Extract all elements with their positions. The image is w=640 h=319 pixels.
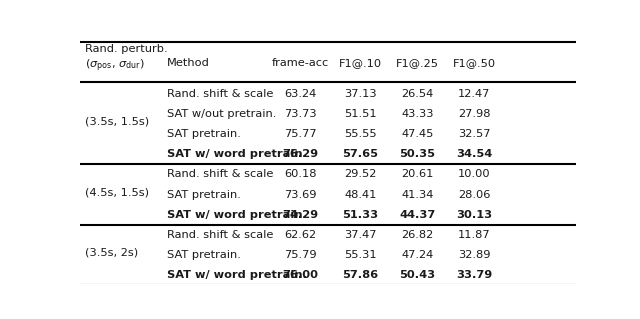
Text: 47.24: 47.24 bbox=[401, 250, 433, 260]
Text: frame-acc: frame-acc bbox=[272, 58, 330, 68]
Text: Rand. shift & scale: Rand. shift & scale bbox=[167, 169, 273, 179]
Text: SAT pretrain.: SAT pretrain. bbox=[167, 129, 241, 139]
Text: 34.54: 34.54 bbox=[456, 149, 492, 159]
Text: 62.62: 62.62 bbox=[285, 230, 317, 240]
Text: Rand. shift & scale: Rand. shift & scale bbox=[167, 89, 273, 99]
Text: 76.29: 76.29 bbox=[283, 149, 319, 159]
Text: Rand. shift & scale: Rand. shift & scale bbox=[167, 230, 273, 240]
Text: 11.87: 11.87 bbox=[458, 230, 491, 240]
Text: 51.51: 51.51 bbox=[344, 109, 376, 119]
Text: SAT pretrain.: SAT pretrain. bbox=[167, 189, 241, 199]
Text: 55.55: 55.55 bbox=[344, 129, 376, 139]
Text: 20.61: 20.61 bbox=[401, 169, 433, 179]
Text: 44.37: 44.37 bbox=[399, 210, 435, 220]
Text: 43.33: 43.33 bbox=[401, 109, 433, 119]
Text: 29.52: 29.52 bbox=[344, 169, 376, 179]
Text: 75.79: 75.79 bbox=[284, 250, 317, 260]
Text: SAT w/ word pretrain.: SAT w/ word pretrain. bbox=[167, 149, 307, 159]
Text: 30.13: 30.13 bbox=[456, 210, 492, 220]
Text: 63.24: 63.24 bbox=[285, 89, 317, 99]
Text: 26.54: 26.54 bbox=[401, 89, 433, 99]
Text: 50.35: 50.35 bbox=[399, 149, 435, 159]
Text: 12.47: 12.47 bbox=[458, 89, 490, 99]
Text: SAT w/ word pretrain.: SAT w/ word pretrain. bbox=[167, 210, 307, 220]
Text: 73.73: 73.73 bbox=[284, 109, 317, 119]
Text: 76.00: 76.00 bbox=[283, 270, 319, 280]
Text: 75.77: 75.77 bbox=[284, 129, 317, 139]
Text: 50.43: 50.43 bbox=[399, 270, 435, 280]
Text: Method: Method bbox=[167, 58, 210, 68]
Text: F1@.10: F1@.10 bbox=[339, 58, 382, 68]
Text: 48.41: 48.41 bbox=[344, 189, 376, 199]
Text: 10.00: 10.00 bbox=[458, 169, 491, 179]
Text: Rand. perturb.: Rand. perturb. bbox=[85, 44, 168, 55]
Text: F1@.25: F1@.25 bbox=[396, 58, 439, 68]
Text: SAT pretrain.: SAT pretrain. bbox=[167, 250, 241, 260]
Text: F1@.50: F1@.50 bbox=[452, 58, 496, 68]
Text: 33.79: 33.79 bbox=[456, 270, 492, 280]
Text: 60.18: 60.18 bbox=[284, 169, 317, 179]
Text: 57.86: 57.86 bbox=[342, 270, 378, 280]
Text: SAT w/ word pretrain.: SAT w/ word pretrain. bbox=[167, 270, 307, 280]
Text: 55.31: 55.31 bbox=[344, 250, 376, 260]
Text: 26.82: 26.82 bbox=[401, 230, 433, 240]
Text: 27.98: 27.98 bbox=[458, 109, 491, 119]
Text: 28.06: 28.06 bbox=[458, 189, 490, 199]
Text: 32.57: 32.57 bbox=[458, 129, 491, 139]
Text: 32.89: 32.89 bbox=[458, 250, 491, 260]
Text: 74.29: 74.29 bbox=[283, 210, 319, 220]
Text: 51.33: 51.33 bbox=[342, 210, 378, 220]
Text: 47.45: 47.45 bbox=[401, 129, 433, 139]
Text: SAT w/out pretrain.: SAT w/out pretrain. bbox=[167, 109, 276, 119]
Text: (3.5s, 2s): (3.5s, 2s) bbox=[85, 248, 138, 257]
Text: (4.5s, 1.5s): (4.5s, 1.5s) bbox=[85, 187, 149, 197]
Text: 41.34: 41.34 bbox=[401, 189, 433, 199]
Text: 57.65: 57.65 bbox=[342, 149, 378, 159]
Text: ($\sigma_{\rm pos}$, $\sigma_{\rm dur}$): ($\sigma_{\rm pos}$, $\sigma_{\rm dur}$) bbox=[85, 58, 145, 74]
Text: (3.5s, 1.5s): (3.5s, 1.5s) bbox=[85, 116, 149, 127]
Text: 73.69: 73.69 bbox=[284, 189, 317, 199]
Text: 37.13: 37.13 bbox=[344, 89, 376, 99]
Text: 37.47: 37.47 bbox=[344, 230, 376, 240]
